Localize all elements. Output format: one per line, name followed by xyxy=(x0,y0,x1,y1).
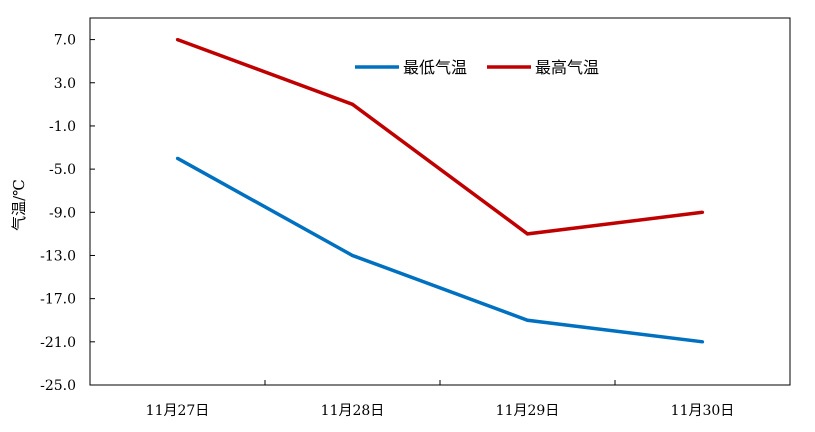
y-tick-label: -1.0 xyxy=(49,119,76,135)
x-axis-tick-labels: 11月27日 11月28日 11月29日 11月30日 xyxy=(146,403,735,419)
data-point xyxy=(350,102,355,106)
x-tick-label: 11月29日 xyxy=(496,403,560,419)
x-tick-label: 11月28日 xyxy=(321,403,385,419)
legend-label: 最低气温 xyxy=(403,58,467,77)
y-tick-label: 3.0 xyxy=(54,76,76,92)
legend: 最低气温 最高气温 xyxy=(355,58,599,77)
y-tick-label: -25.0 xyxy=(40,378,76,394)
y-axis-title: 气温/℃ xyxy=(10,179,28,231)
y-tick-label: 7.0 xyxy=(54,33,76,49)
data-point xyxy=(700,210,705,214)
y-tick-label: -21.0 xyxy=(40,335,76,351)
y-tick-label: -5.0 xyxy=(49,162,76,178)
data-point xyxy=(700,340,705,344)
y-tick-label: -17.0 xyxy=(40,292,76,308)
y-tick-label: -9.0 xyxy=(49,205,76,221)
series-lines xyxy=(175,37,705,344)
series-line-1 xyxy=(176,156,703,344)
legend-label: 最高气温 xyxy=(535,58,599,77)
x-tick-label: 11月30日 xyxy=(671,403,735,419)
chart-axes xyxy=(89,17,791,386)
data-point xyxy=(175,37,180,42)
y-tick-label: -13.0 xyxy=(40,248,76,264)
data-point xyxy=(525,318,530,322)
data-point xyxy=(350,253,355,258)
x-tick-label: 11月27日 xyxy=(146,403,210,419)
data-point xyxy=(525,232,530,236)
data-point xyxy=(175,156,180,160)
series-line-2 xyxy=(176,37,703,236)
y-axis-tick-labels: 7.0 3.0 -1.0 -5.0 -9.0 -13.0 -17.0 -21.0 -25.0 xyxy=(40,33,76,394)
